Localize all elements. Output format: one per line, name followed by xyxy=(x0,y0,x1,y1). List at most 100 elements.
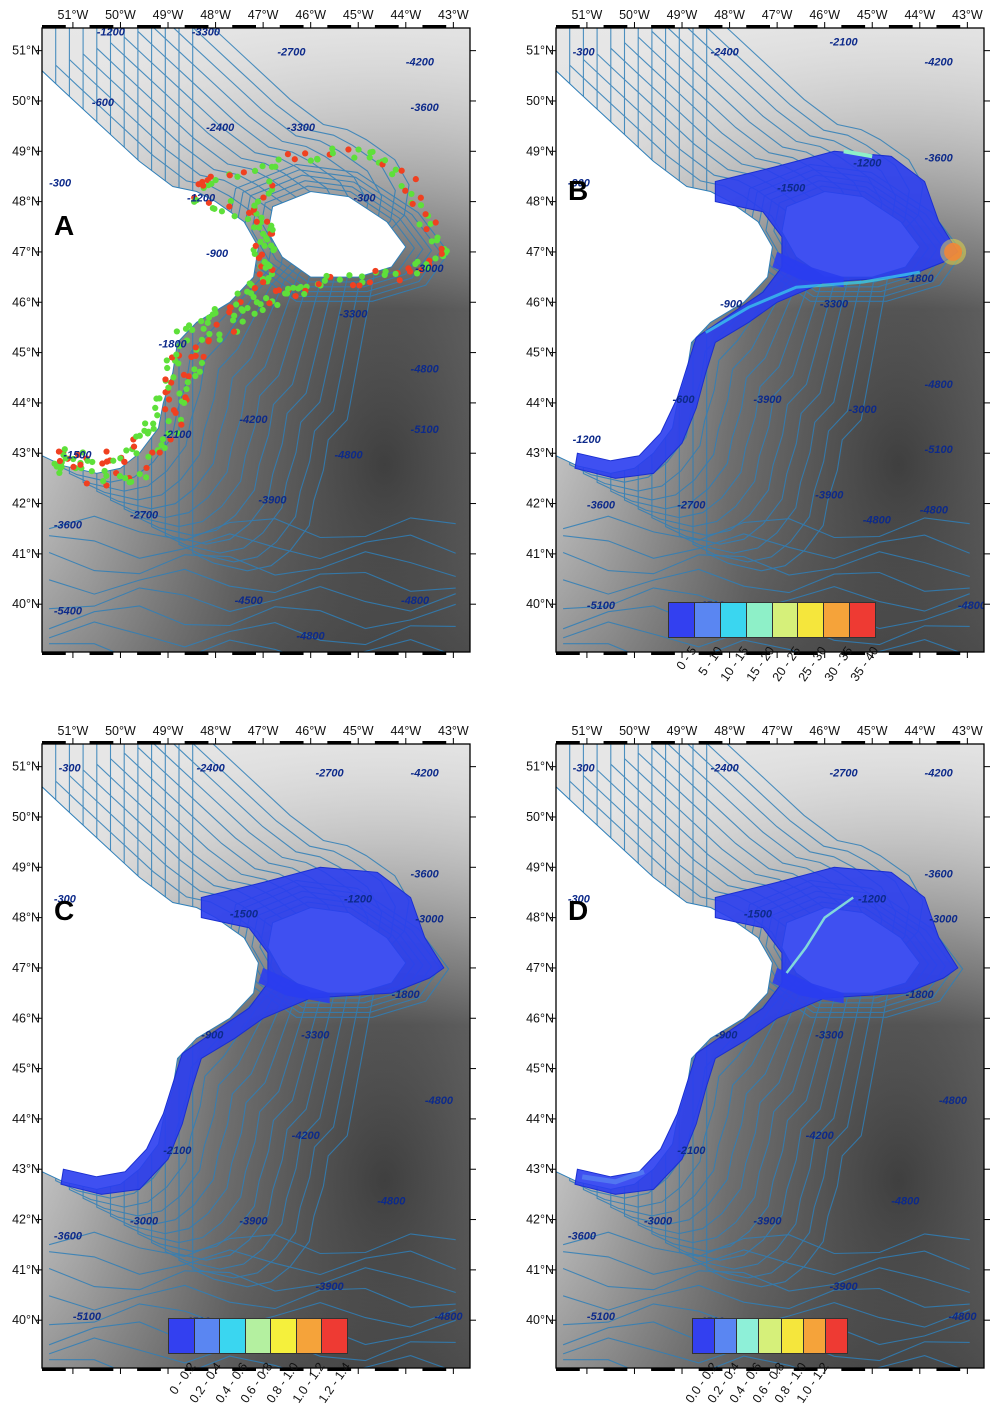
depth-label: -3600 xyxy=(925,868,954,880)
latitude-tick-label: 51°N xyxy=(526,760,554,774)
depth-label: -2100 xyxy=(829,37,858,49)
depth-label: -4200 xyxy=(239,414,268,426)
depth-label: -300 xyxy=(573,763,596,775)
latitude-tick-label: 46°N xyxy=(526,295,554,309)
longitude-tick-label: 48°W xyxy=(200,8,231,22)
depth-label: -900 xyxy=(201,1029,224,1041)
depth-label: -1200 xyxy=(97,27,126,39)
latitude-tick-label: 40°N xyxy=(526,597,554,611)
depth-label: -3600 xyxy=(411,102,440,114)
panel-letter: C xyxy=(54,895,74,926)
longitude-tick-label: 44°W xyxy=(904,8,935,22)
depth-label: -4800 xyxy=(920,505,949,517)
depth-label: -3600 xyxy=(54,1231,83,1243)
latitude-tick-label: 43°N xyxy=(526,1162,554,1176)
depth-label: -3600 xyxy=(568,1231,597,1243)
latitude-tick-label: 44°N xyxy=(526,1112,554,1126)
depth-label: -4500 xyxy=(235,595,264,607)
depth-label: -4800 xyxy=(925,379,954,391)
legend-swatch xyxy=(271,1319,297,1353)
depth-label: -1800 xyxy=(906,273,935,285)
legend-swatch xyxy=(715,1319,738,1353)
depth-label: -3300 xyxy=(815,1029,844,1041)
legend-swatch xyxy=(824,603,851,637)
depth-label: -4800 xyxy=(296,630,325,642)
depth-label: -2700 xyxy=(277,47,306,59)
depth-label: -4800 xyxy=(377,1195,406,1207)
longitude-tick-label: 48°W xyxy=(714,724,745,738)
latitude-tick-label: 48°N xyxy=(12,195,40,209)
longitude-tick-label: 49°W xyxy=(667,724,698,738)
depth-label: -1800 xyxy=(392,989,421,1001)
depth-label: -300 xyxy=(568,178,591,190)
latitude-tick-label: 40°N xyxy=(526,1313,554,1327)
longitude-tick-label: 51°W xyxy=(572,8,603,22)
depth-label: -2700 xyxy=(829,768,858,780)
longitude-tick-label: 50°W xyxy=(105,724,136,738)
latitude-tick-label: 44°N xyxy=(526,396,554,410)
depth-label: -1500 xyxy=(63,449,92,461)
depth-label: -1200 xyxy=(344,894,373,906)
depth-label: -4800 xyxy=(863,515,892,527)
longitude-tick-label: 48°W xyxy=(200,724,231,738)
longitude-tick-label: 51°W xyxy=(58,724,89,738)
latitude-tick-label: 40°N xyxy=(12,1313,40,1327)
depth-label: -3600 xyxy=(54,520,83,532)
longitude-tick-label: 46°W xyxy=(809,724,840,738)
depth-label: -3300 xyxy=(820,298,849,310)
depth-label: -5100 xyxy=(925,444,954,456)
longitude-tick-label: 46°W xyxy=(295,8,326,22)
panel-letter: A xyxy=(54,210,74,241)
depth-label: -3600 xyxy=(925,152,954,164)
depth-label: -4800 xyxy=(958,600,987,612)
depth-label: -5100 xyxy=(411,424,440,436)
depth-label: -4800 xyxy=(948,1311,977,1323)
depth-label: -3000 xyxy=(415,263,444,275)
latitude-tick-label: 40°N xyxy=(12,597,40,611)
legend-swatch xyxy=(296,1319,323,1353)
depth-label: -4800 xyxy=(334,449,363,461)
latitude-tick-label: 45°N xyxy=(526,1062,554,1076)
longitude-tick-label: 43°W xyxy=(438,8,469,22)
latitude-tick-label: 50°N xyxy=(526,810,554,824)
depth-label: -4200 xyxy=(406,57,435,69)
latitude-tick-label: 49°N xyxy=(526,860,554,874)
depth-label: -3900 xyxy=(753,394,782,406)
latitude-tick-label: 47°N xyxy=(12,245,40,259)
latitude-tick-label: 41°N xyxy=(526,1263,554,1277)
longitude-tick-label: 44°W xyxy=(904,724,935,738)
latitude-tick-label: 41°N xyxy=(12,1263,40,1277)
depth-label: -4200 xyxy=(925,57,954,69)
depth-label: -300 xyxy=(573,47,596,59)
depth-label: -1500 xyxy=(230,909,259,921)
depth-label: -2700 xyxy=(315,768,344,780)
longitude-tick-label: 43°W xyxy=(952,8,983,22)
legend-panel-d: 0.0 - 0.2 0.2 - 0.4 0.4 - 0.6 0.6 - 0.8 0.8 … xyxy=(682,1318,848,1424)
depth-label: -5100 xyxy=(587,600,616,612)
legend-swatch xyxy=(693,1319,716,1353)
latitude-tick-label: 45°N xyxy=(12,1062,40,1076)
longitude-tick-label: 46°W xyxy=(809,8,840,22)
depth-label: -600 xyxy=(92,97,115,109)
map-panel-d: -300 -2400 -2700 -4200 -3600 -1200 -300 -1500 -3… xyxy=(522,716,1000,1396)
depth-label: -3000 xyxy=(130,1216,159,1228)
longitude-tick-label: 47°W xyxy=(248,8,279,22)
map-figure: -300 -2400 -2700 -4200 -3600 -1200 -300 -1500 -3… xyxy=(12,724,476,1374)
depth-label: -300 xyxy=(59,763,82,775)
latitude-tick-label: 42°N xyxy=(12,497,40,511)
depth-label: -3000 xyxy=(929,914,958,926)
longitude-tick-label: 45°W xyxy=(343,724,374,738)
longitude-tick-label: 50°W xyxy=(619,724,650,738)
legend-swatch xyxy=(194,1319,221,1353)
latitude-tick-label: 51°N xyxy=(526,44,554,58)
longitude-tick-label: 49°W xyxy=(153,724,184,738)
legend-swatches xyxy=(168,1318,348,1354)
legend-swatch xyxy=(781,1319,804,1353)
legend-swatches xyxy=(668,602,876,638)
depth-label: -3900 xyxy=(315,1281,344,1293)
depth-label: -2400 xyxy=(711,47,740,59)
legend-swatch xyxy=(850,603,875,637)
longitude-tick-label: 49°W xyxy=(153,8,184,22)
depth-label: -5100 xyxy=(587,1311,616,1323)
depth-label: -300 xyxy=(54,894,77,906)
